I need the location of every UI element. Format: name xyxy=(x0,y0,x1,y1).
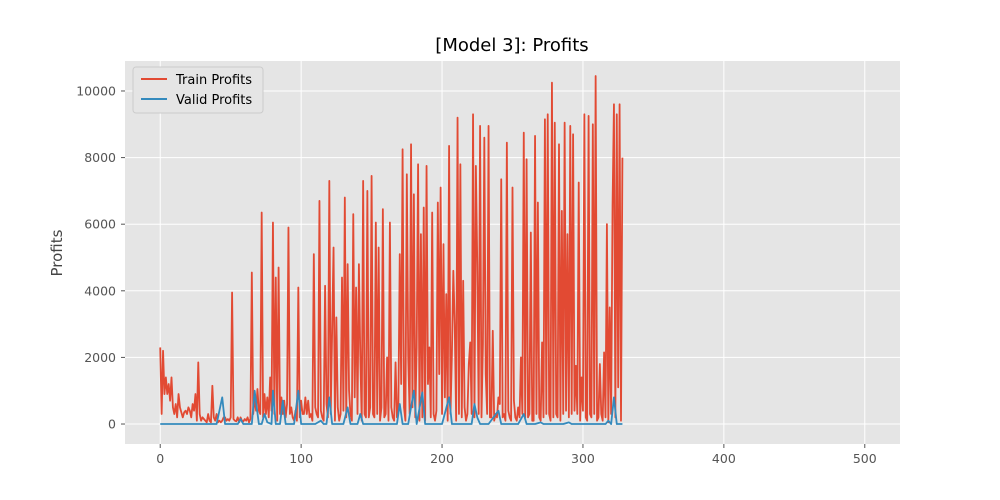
y-tick-label: 8000 xyxy=(84,150,116,165)
x-tick-label: 100 xyxy=(289,451,313,466)
x-tick-label: 500 xyxy=(853,451,877,466)
train-profits-line xyxy=(159,75,624,424)
y-axis-label: Profits xyxy=(48,229,66,276)
x-tick-label: 200 xyxy=(430,451,454,466)
y-tick-label: 2000 xyxy=(84,350,116,365)
x-tick-label: 0 xyxy=(156,451,164,466)
valid-profits-line xyxy=(160,389,623,425)
chart-title: [Model 3]: Profits xyxy=(435,35,588,56)
y-tick-label: 6000 xyxy=(84,217,116,232)
y-tick-label: 0 xyxy=(108,417,116,432)
ticks: 0 100 200 300 400 500 0 2000 4000 6000 8000 10000 xyxy=(76,83,877,466)
legend: Train Profits Valid Profits xyxy=(132,66,264,114)
y-tick-label: 4000 xyxy=(84,283,116,298)
legend-label-valid: Valid Profits xyxy=(176,93,252,108)
series-group xyxy=(159,75,624,425)
legend-label-train: Train Profits xyxy=(175,73,252,88)
x-tick-label: 400 xyxy=(712,451,736,466)
y-tick-label: 10000 xyxy=(76,83,116,98)
x-tick-label: 300 xyxy=(571,451,595,466)
